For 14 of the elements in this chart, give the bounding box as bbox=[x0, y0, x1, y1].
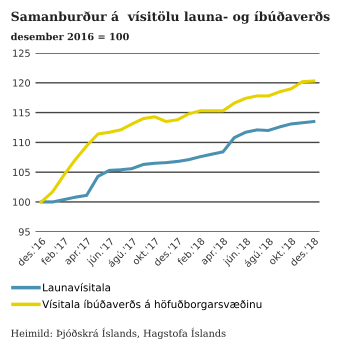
y-tick-label: 100 bbox=[13, 198, 30, 206]
line-series bbox=[40, 80, 316, 204]
y-tick-label: 120 bbox=[13, 79, 30, 87]
y-tick-label: 115 bbox=[13, 109, 30, 116]
chart-subtitle: desember 2016 = 100 bbox=[11, 32, 129, 40]
y-tick-label: 105 bbox=[13, 168, 30, 176]
y-tick-label: 95 bbox=[18, 228, 30, 236]
y-tick-label: 125 bbox=[13, 50, 30, 57]
line-series bbox=[40, 120, 316, 204]
legend-label: Launavísitala bbox=[43, 282, 110, 292]
chart-title: Samanburður á vísitölu launa- og íbúðaverðs bbox=[11, 10, 330, 24]
legend-label: Vísitala íbúðaverðs á höfuðborgarsvæðinu bbox=[42, 300, 262, 310]
y-tick-label: 110 bbox=[13, 138, 30, 146]
text: Heimild: Þjóðskrá Íslands, Hagstofa Íslands bbox=[11, 328, 226, 339]
